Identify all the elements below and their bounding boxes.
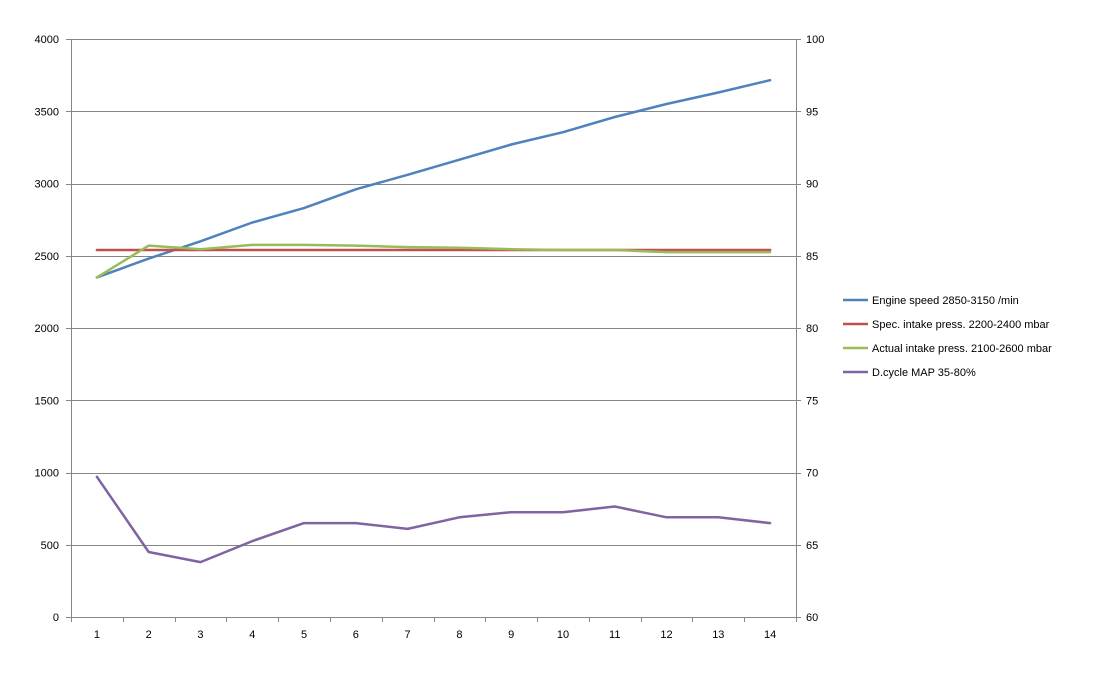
legend-label: Spec. intake press. 2200-2400 mbar [872, 319, 1050, 331]
y-tick-label: 1000 [35, 468, 59, 480]
y2-tick-label: 100 [806, 34, 824, 46]
legend-label: D.cycle MAP 35-80% [872, 367, 976, 379]
y2-tick-label: 65 [806, 540, 818, 552]
x-tick-label: 14 [764, 629, 776, 641]
legend: Engine speed 2850-3150 /min Spec. intake … [843, 295, 1052, 379]
x-tick-label: 8 [456, 629, 462, 641]
x-tick-label: 6 [353, 629, 359, 641]
y2-tick-label: 80 [806, 323, 818, 335]
x-tick-label: 4 [249, 629, 255, 641]
y-tick-label: 500 [41, 540, 59, 552]
x-axis-ticks: 1 2 3 4 5 6 7 8 9 10 11 12 13 14 [71, 617, 797, 641]
x-tick-label: 5 [301, 629, 307, 641]
y2-tick-label: 85 [806, 251, 818, 263]
y-tick-label: 4000 [35, 34, 59, 46]
legend-label: Actual intake press. 2100-2600 mbar [872, 343, 1052, 355]
legend-label: Engine speed 2850-3150 /min [872, 295, 1019, 307]
x-tick-label: 1 [94, 629, 100, 641]
y2-tick-label: 90 [806, 179, 818, 191]
series-line-3 [95, 243, 772, 279]
series-lines [95, 78, 772, 564]
x-tick-label: 3 [197, 629, 203, 641]
series-line-4 [95, 475, 772, 564]
y-tick-label: 3000 [35, 179, 59, 191]
y2-tick-label: 60 [806, 612, 818, 624]
y2-tick-label: 75 [806, 395, 818, 407]
y-tick-label: 3500 [35, 106, 59, 118]
y2-tick-label: 95 [806, 106, 818, 118]
y2-tick-label: 70 [806, 468, 818, 480]
x-tick-label: 11 [609, 629, 620, 641]
x-tick-label: 9 [508, 629, 514, 641]
gridlines [71, 39, 796, 618]
series-line-1 [95, 78, 772, 279]
y-tick-label: 1500 [35, 395, 59, 407]
x-tick-label: 7 [405, 629, 411, 641]
x-tick-label: 13 [712, 629, 724, 641]
left-axis-ticks: 0 500 1000 1500 2000 2500 3000 3500 4000 [35, 34, 71, 624]
y-tick-label: 2500 [35, 251, 59, 263]
y-tick-label: 2000 [35, 323, 59, 335]
x-tick-label: 10 [557, 629, 569, 641]
right-axis-ticks: 60 65 70 75 80 85 90 95 100 [796, 34, 824, 624]
x-tick-label: 12 [660, 629, 672, 641]
y-tick-label: 0 [53, 612, 59, 624]
x-tick-label: 2 [146, 629, 152, 641]
